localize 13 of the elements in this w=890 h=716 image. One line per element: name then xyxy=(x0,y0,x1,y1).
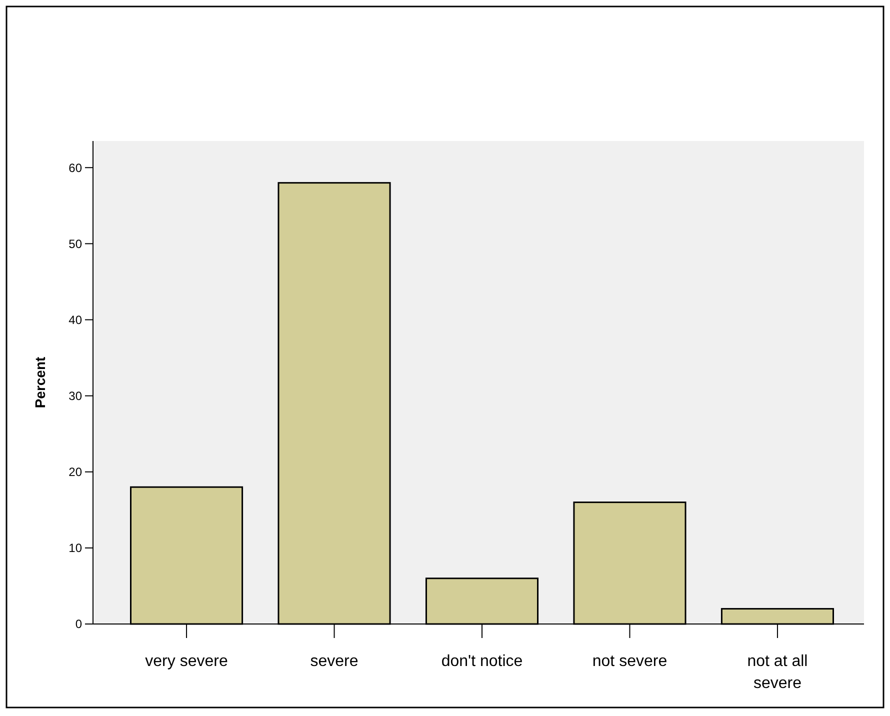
x-tick-label: very severe xyxy=(145,653,228,670)
y-tick-label: 10 xyxy=(68,541,82,556)
x-tick-label: not at all severe xyxy=(747,653,808,692)
x-tick-label: severe xyxy=(310,653,358,670)
y-tick-label: 50 xyxy=(68,236,82,251)
x-tick-label: not severe xyxy=(592,653,668,670)
y-tick-label: 60 xyxy=(68,160,82,175)
y-tick-label: 0 xyxy=(75,617,82,632)
x-tick-label: don't notice xyxy=(441,653,523,670)
y-tick-label: 20 xyxy=(68,465,82,480)
y-axis-title: Percent xyxy=(32,356,48,408)
y-tick-label: 40 xyxy=(68,312,82,327)
y-tick-label: 30 xyxy=(68,389,82,404)
